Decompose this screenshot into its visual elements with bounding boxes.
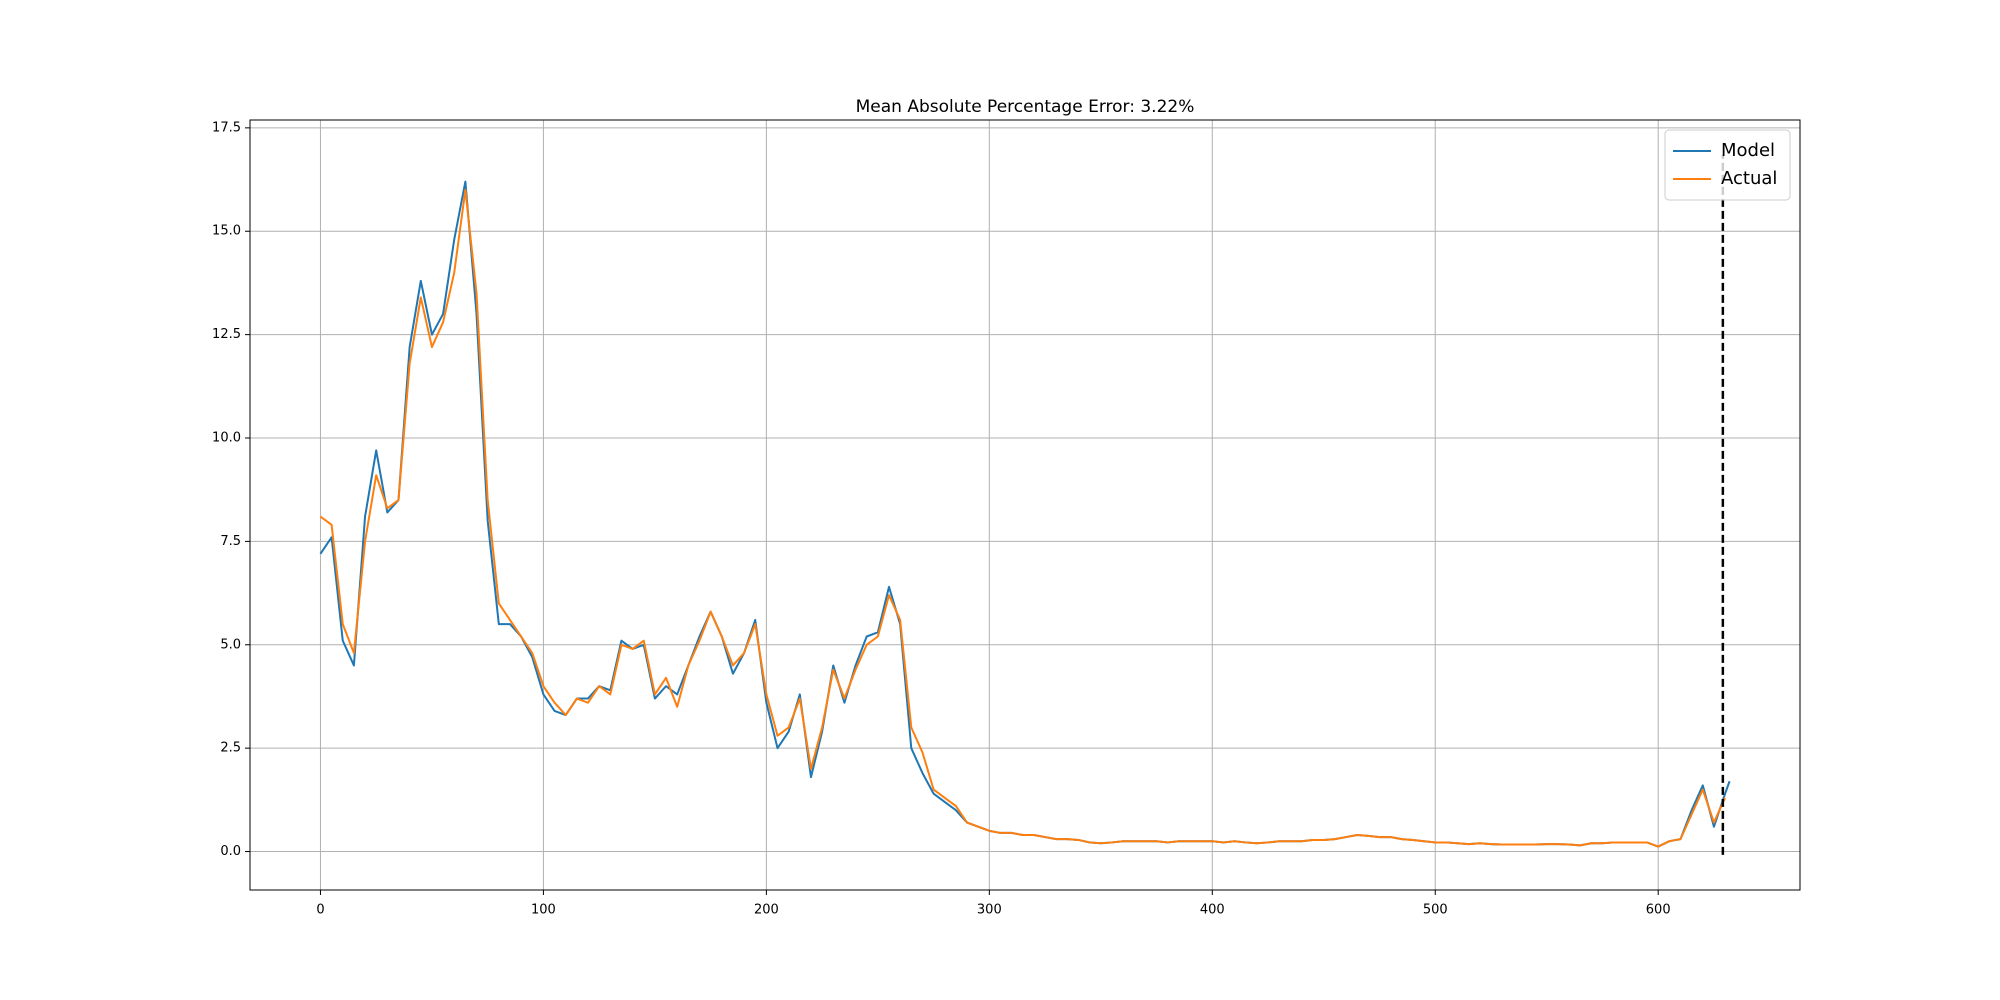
y-tick-label: 7.5: [220, 534, 241, 549]
y-tick-label: 2.5: [220, 741, 241, 756]
chart-title: Mean Absolute Percentage Error: 3.22%: [856, 97, 1195, 117]
y-tick-label: 10.0: [212, 431, 241, 446]
x-tick-label: 100: [531, 903, 556, 918]
y-tick-label: 15.0: [212, 224, 241, 239]
legend-box: [1664, 129, 1791, 201]
legend-label: Actual: [1721, 168, 1777, 189]
legend-label: Model: [1721, 140, 1775, 161]
series-line: [319, 180, 1731, 848]
x-tick-label: 0: [316, 903, 324, 918]
x-tick-label: 300: [977, 903, 1002, 918]
x-tick-label: 600: [1646, 903, 1671, 918]
plot-frame: [249, 119, 1801, 891]
y-tick-label: 12.5: [212, 327, 241, 342]
y-tick-label: 0.0: [220, 844, 241, 859]
x-tick-label: 400: [1200, 903, 1225, 918]
x-tick-label: 500: [1423, 903, 1448, 918]
y-tick-label: 17.5: [212, 120, 241, 135]
x-tick-label: 200: [754, 903, 779, 918]
series-line: [319, 188, 1727, 848]
y-tick-label: 5.0: [220, 637, 241, 652]
